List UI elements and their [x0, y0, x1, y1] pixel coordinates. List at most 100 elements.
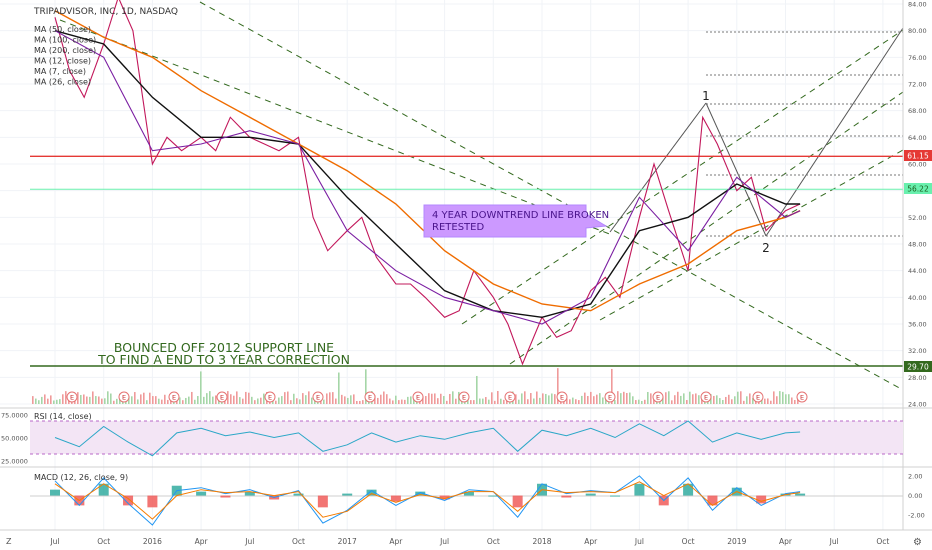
earnings-marker[interactable] — [700, 391, 712, 403]
volume-bar — [452, 391, 454, 404]
volume-bar — [74, 400, 76, 404]
volume-bar — [713, 395, 715, 404]
volume-bar — [473, 400, 475, 404]
volume-bar — [254, 400, 256, 404]
volume-bar — [86, 396, 88, 404]
volume-bar — [113, 400, 115, 404]
ma-legend-item[interactable]: MA (7, close) — [34, 67, 86, 76]
volume-bar — [569, 399, 571, 404]
macd-series — [50, 475, 806, 526]
volume-bar — [161, 399, 163, 404]
volume-bar — [776, 396, 778, 404]
macd-histogram-bar — [439, 495, 450, 500]
macd-histogram-bar — [415, 491, 426, 496]
volume-bar — [536, 391, 538, 404]
earnings-marker[interactable] — [412, 391, 424, 403]
volume-bar — [395, 395, 397, 404]
y-tick-label: 28.00 — [908, 374, 927, 382]
volume-bar — [32, 396, 34, 404]
volume-bar — [545, 393, 547, 404]
volume-bar — [716, 395, 718, 404]
earnings-marker[interactable] — [118, 391, 130, 403]
volume-bar — [287, 391, 289, 404]
downtrend-line-outer — [199, 1, 904, 391]
volume-bar — [797, 397, 799, 404]
volume-bar — [404, 399, 406, 404]
earnings-marker[interactable] — [604, 391, 616, 403]
ma12-series — [54, 30, 801, 325]
y-tick-label: 76.00 — [908, 54, 927, 62]
volume-bar — [674, 395, 676, 404]
macd-histogram-bar — [756, 495, 767, 504]
macd-histogram-bar — [512, 495, 523, 508]
earnings-marker-label: E — [172, 394, 176, 402]
volume-bar — [314, 399, 316, 404]
earnings-marker[interactable] — [264, 391, 276, 403]
ma-legend-item[interactable]: MA (12, close) — [34, 57, 91, 66]
earnings-marker[interactable] — [364, 391, 376, 403]
ma-legend-item[interactable]: MA (26, close) — [34, 78, 91, 87]
volume-bar — [359, 400, 361, 404]
volume-bar — [437, 398, 439, 404]
earnings-marker[interactable] — [796, 391, 808, 403]
price-series — [54, 0, 801, 366]
volume-bar — [398, 400, 400, 404]
macd-signal-line — [54, 481, 801, 520]
ma-legend-item[interactable]: MA (200, close) — [34, 46, 96, 55]
y-tick-label: 72.00 — [908, 81, 927, 89]
earnings-marker[interactable] — [216, 391, 228, 403]
timezone-icon[interactable]: Z — [6, 537, 12, 546]
macd-histogram-bar — [50, 489, 60, 496]
y-tick-label: 36.00 — [908, 321, 927, 329]
x-tick-label: Jul — [49, 537, 59, 546]
volume-bar — [785, 394, 787, 404]
volume-bar — [788, 394, 790, 404]
earnings-marker-label: E — [416, 394, 420, 402]
volume-bar — [524, 391, 526, 404]
volume-bar — [680, 395, 682, 404]
earnings-marker[interactable] — [458, 391, 470, 403]
settings-icon[interactable]: ⚙ — [913, 537, 922, 548]
ma-legend-item[interactable]: MA (50, close) — [34, 25, 91, 34]
y-tick-label: 32.00 — [908, 347, 927, 355]
volume-bar — [476, 375, 478, 404]
volume-bar — [257, 398, 259, 404]
y-tick-label: 40.00 — [908, 294, 927, 302]
ma200-series — [54, 10, 801, 312]
earnings-marker[interactable] — [168, 391, 180, 403]
volume-bar — [659, 400, 661, 404]
volume-bar — [248, 392, 250, 404]
volume-bar — [449, 393, 451, 404]
y-tick-label: 60.00 — [908, 161, 927, 169]
earnings-marker[interactable] — [66, 391, 78, 403]
x-tick-label: Oct — [487, 537, 500, 546]
volume-bar — [542, 393, 544, 404]
volume-bar — [200, 371, 202, 404]
earnings-marker[interactable] — [504, 391, 516, 403]
earnings-marker[interactable] — [556, 391, 568, 403]
volume-bar — [155, 396, 157, 404]
earnings-marker[interactable] — [652, 391, 664, 403]
volume-bar — [164, 394, 166, 404]
macd-label[interactable]: MACD (12, 26, close, 9) — [34, 473, 128, 482]
ma-legend-item[interactable]: MA (100, close) — [34, 36, 96, 45]
earnings-marker[interactable] — [312, 391, 324, 403]
volume-bar — [497, 391, 499, 404]
macd-histogram-bar — [585, 493, 596, 496]
volume-bar — [530, 393, 532, 404]
ma-legend[interactable]: MA (50, close) MA (100, close)MA (200, cl… — [34, 25, 96, 87]
volume-bar — [236, 391, 238, 404]
volume-bar — [53, 400, 55, 404]
macd-histogram-bar — [244, 491, 255, 496]
macd-histogram-bar — [342, 493, 353, 496]
volume-bar — [230, 394, 232, 404]
volume-bar — [47, 398, 49, 404]
volume-bar — [362, 400, 364, 404]
earnings-marker[interactable] — [752, 391, 764, 403]
volume-bar — [227, 391, 229, 404]
volume-bar — [602, 397, 604, 404]
rsi-label[interactable]: RSI (14, close) — [34, 412, 92, 421]
badge-support-text: 29.70 — [907, 363, 929, 372]
volume-bar — [215, 395, 217, 404]
